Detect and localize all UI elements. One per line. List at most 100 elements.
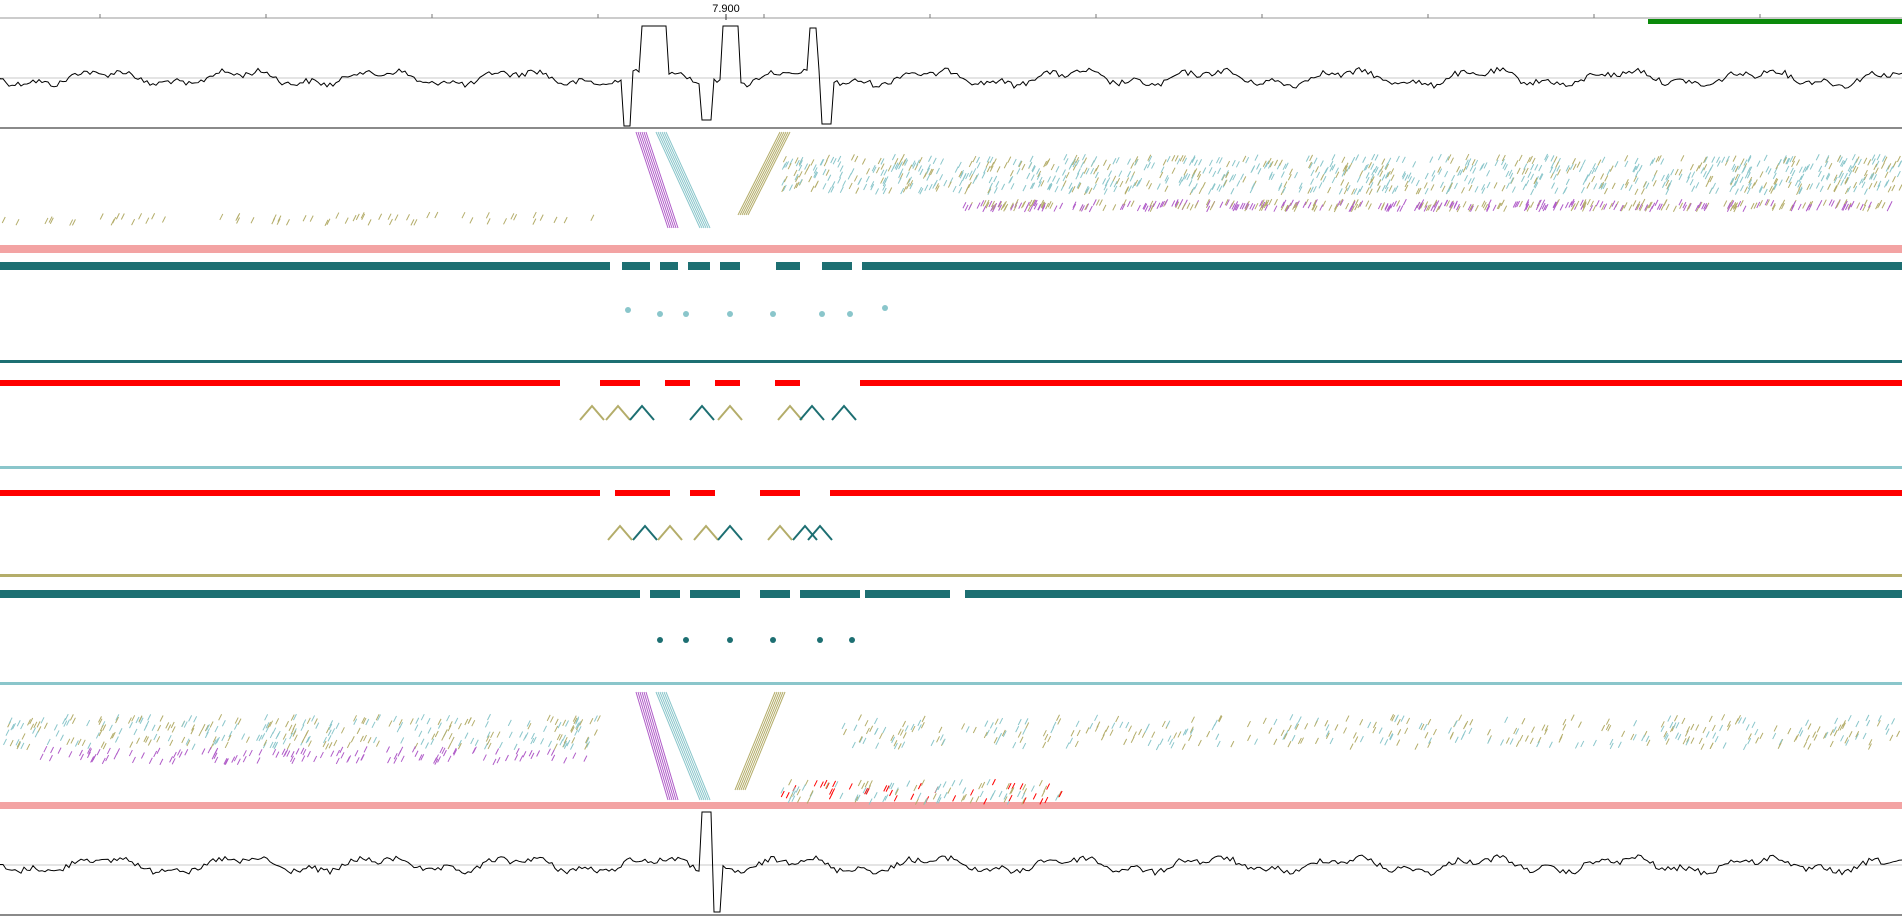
aligned-read	[1351, 188, 1356, 195]
aligned-read	[20, 742, 25, 750]
alignment-tracks[interactable]	[0, 131, 1902, 809]
aligned-read	[1514, 160, 1519, 167]
aligned-read	[1600, 181, 1605, 189]
aligned-read	[1698, 201, 1703, 209]
aligned-read	[1370, 174, 1375, 181]
aligned-read	[960, 169, 964, 177]
read-cluster-dot	[727, 311, 733, 317]
aligned-read	[1160, 166, 1165, 173]
aligned-read	[586, 741, 591, 748]
aligned-read	[1580, 186, 1585, 194]
bottom-coverage-plot[interactable]	[0, 811, 1902, 916]
aligned-read	[375, 740, 380, 747]
aligned-read	[1251, 165, 1256, 172]
aligned-read	[1465, 163, 1470, 170]
aligned-read	[1844, 737, 1849, 744]
aligned-read	[389, 218, 393, 226]
bottom-plot-line	[0, 811, 1902, 913]
aligned-read	[309, 215, 314, 222]
aligned-read	[1550, 155, 1555, 162]
red-coverage-band	[860, 380, 1902, 386]
aligned-read	[902, 720, 906, 728]
aligned-read	[1425, 204, 1430, 212]
aligned-read	[562, 734, 567, 742]
aligned-read	[1109, 180, 1114, 187]
red-coverage-band	[0, 380, 560, 386]
aligned-read	[12, 723, 16, 730]
aligned-read	[1838, 156, 1843, 163]
aligned-read	[228, 730, 233, 738]
aligned-read	[1170, 742, 1175, 749]
aligned-read	[1552, 204, 1557, 211]
aligned-read	[1166, 155, 1171, 163]
aligned-read	[1367, 721, 1372, 729]
aligned-read	[1663, 731, 1668, 738]
aligned-read	[1753, 202, 1758, 209]
aligned-read	[326, 218, 331, 226]
aligned-read	[1206, 205, 1211, 213]
teal-coverage-band	[776, 262, 800, 270]
aligned-read	[55, 730, 60, 737]
aligned-read	[1068, 187, 1073, 195]
aligned-read	[1182, 729, 1187, 736]
aligned-read	[1634, 157, 1639, 165]
aligned-read	[1427, 718, 1432, 726]
aligned-read	[1723, 200, 1728, 207]
aligned-read	[98, 718, 103, 726]
aligned-read	[923, 798, 928, 805]
aligned-read	[1354, 203, 1359, 211]
aligned-read	[1333, 205, 1338, 213]
aligned-read	[1251, 182, 1256, 189]
aligned-read	[1011, 782, 1016, 790]
aligned-read	[1179, 199, 1184, 206]
aligned-read	[1047, 176, 1052, 183]
aligned-read	[1039, 798, 1044, 805]
aligned-read	[808, 175, 813, 183]
aligned-read	[781, 179, 786, 186]
aligned-read	[1328, 204, 1333, 211]
aligned-read	[1198, 159, 1203, 166]
aligned-read	[1188, 179, 1193, 187]
aligned-read	[1609, 165, 1614, 172]
aligned-read	[1431, 175, 1436, 182]
aligned-read	[1828, 162, 1833, 170]
aligned-read	[1368, 162, 1372, 169]
aligned-read	[1678, 199, 1683, 206]
aligned-read	[854, 796, 859, 803]
aligned-read	[1570, 200, 1575, 208]
aligned-read	[136, 737, 140, 744]
aligned-read	[1001, 202, 1006, 209]
aligned-read	[1167, 735, 1172, 742]
aligned-read	[985, 199, 990, 207]
aligned-read	[1575, 200, 1580, 208]
aligned-read	[918, 186, 923, 194]
aligned-read	[1598, 182, 1603, 190]
aligned-read	[985, 729, 990, 737]
aligned-read	[1269, 171, 1273, 179]
aligned-read	[1484, 204, 1488, 211]
aligned-read	[960, 795, 965, 802]
aligned-read	[819, 159, 824, 166]
aligned-read	[1128, 185, 1132, 192]
breakpoint-streak	[659, 691, 705, 801]
aligned-read	[1322, 200, 1327, 208]
aligned-read	[1103, 159, 1107, 166]
aligned-read	[1604, 175, 1609, 182]
top-coverage-plot[interactable]	[0, 25, 1902, 129]
aligned-read	[972, 177, 977, 185]
aligned-read	[976, 156, 980, 164]
aligned-read	[1131, 181, 1136, 189]
aligned-read	[450, 736, 455, 744]
aligned-read	[987, 188, 992, 196]
aligned-read	[1697, 201, 1702, 209]
aligned-read	[1433, 728, 1437, 736]
aligned-read	[930, 739, 935, 747]
aligned-read	[282, 738, 287, 745]
aligned-read	[1368, 188, 1373, 195]
aligned-read	[1843, 172, 1848, 180]
aligned-read	[16, 740, 21, 748]
aligned-read	[290, 751, 295, 758]
aligned-read	[439, 746, 444, 754]
